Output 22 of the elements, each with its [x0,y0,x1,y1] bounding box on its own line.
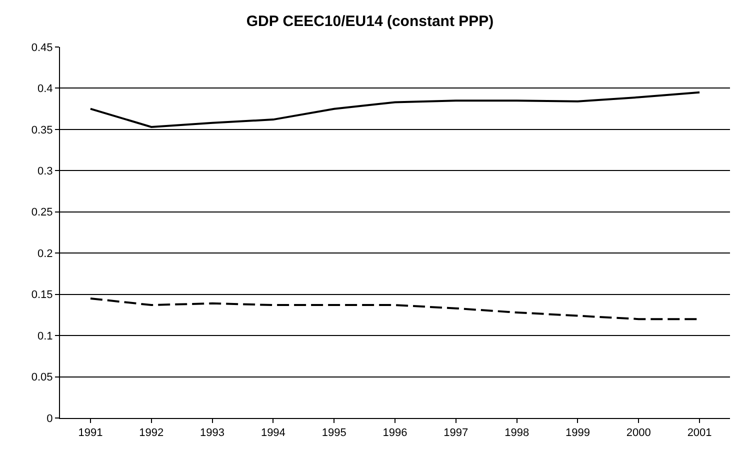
x-tick-label: 1998 [504,427,530,440]
y-tick-label: 0.2 [38,248,53,260]
x-tick-label: 1997 [444,427,468,440]
x-tick-label: 1991 [78,427,103,440]
x-tick-label: 1994 [260,427,286,440]
x-tick-label: 1995 [322,427,346,440]
y-tick-label: 0.4 [38,83,53,96]
y-tick-label: 0.1 [38,330,53,342]
y-tick-label: 0.05 [31,372,53,384]
y-tick-label: 0.3 [38,166,53,178]
x-tick-label: 1999 [565,427,590,440]
y-tick-label: 0.45 [31,42,53,54]
y-tick-label: 0.15 [31,289,53,302]
y-tick-label: 0.35 [31,124,53,136]
y-tick-label: 0 [46,412,53,425]
y-tick-label: 0.25 [31,206,53,219]
x-tick-label: 1992 [139,427,164,440]
x-tick-label: 1996 [382,427,408,440]
x-tick-label: 2000 [626,427,651,440]
x-tick-label: 1993 [200,427,225,440]
chart-title: GDP CEEC10/EU14 (constant PPP) [246,13,494,30]
x-tick-label: 2001 [687,427,712,440]
